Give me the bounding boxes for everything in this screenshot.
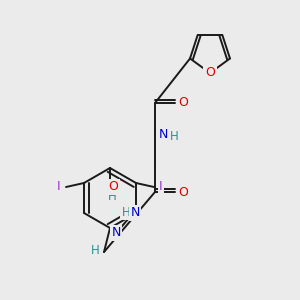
Text: H: H: [122, 206, 130, 218]
Text: H: H: [91, 244, 99, 256]
Text: I: I: [159, 181, 163, 194]
Text: H: H: [170, 130, 179, 142]
Text: O: O: [178, 97, 188, 110]
Text: H: H: [108, 190, 116, 202]
Text: O: O: [108, 181, 118, 194]
Text: O: O: [178, 185, 188, 199]
Text: N: N: [111, 226, 121, 239]
Text: O: O: [205, 67, 215, 80]
Text: N: N: [130, 206, 140, 220]
Text: N: N: [159, 128, 168, 140]
Text: I: I: [57, 181, 61, 194]
